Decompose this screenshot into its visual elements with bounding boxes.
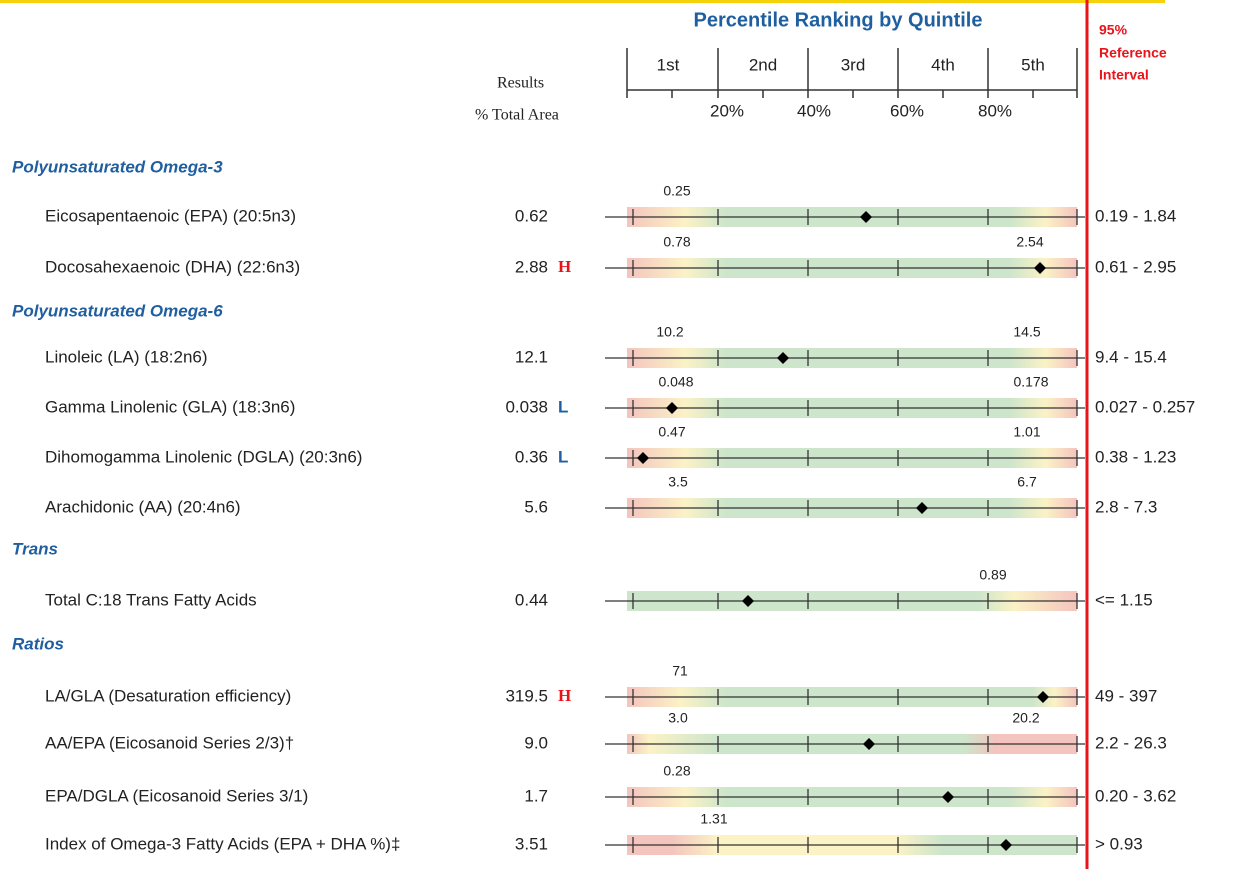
cutoff-label: 0.28 xyxy=(663,763,690,779)
quintile-label: 3rd xyxy=(841,55,866,74)
cutoff-label: 3.5 xyxy=(668,474,688,490)
result-marker xyxy=(1037,691,1049,703)
cutoff-label: 10.2 xyxy=(656,324,683,340)
result: 1.7 xyxy=(524,786,548,805)
result: 0.038 xyxy=(505,397,548,416)
reference-interval: 0.20 - 3.62 xyxy=(1095,786,1176,805)
analyte-name: Index of Omega-3 Fatty Acids (EPA + DHA … xyxy=(45,834,400,853)
reference-interval: <= 1.15 xyxy=(1095,590,1153,609)
reference-interval: 2.8 - 7.3 xyxy=(1095,497,1157,516)
percentile-label: 20% xyxy=(710,101,744,120)
analyte-name: Eicosapentaenoic (EPA) (20:5n3) xyxy=(45,206,296,225)
reference-interval: 49 - 397 xyxy=(1095,686,1157,705)
result: 9.0 xyxy=(524,733,548,752)
reference-interval: 0.38 - 1.23 xyxy=(1095,447,1176,466)
result: 2.88 xyxy=(515,257,548,276)
cutoff-label: 0.47 xyxy=(658,424,685,440)
analyte-name: LA/GLA (Desaturation efficiency) xyxy=(45,686,291,705)
cutoff-label: 6.7 xyxy=(1017,474,1037,490)
percentile-label: 80% xyxy=(978,101,1012,120)
reference-label: Reference xyxy=(1099,45,1167,61)
cutoff-label: 0.25 xyxy=(663,183,690,199)
reference-interval: 0.19 - 1.84 xyxy=(1095,206,1176,225)
section-title: Polyunsaturated Omega-6 xyxy=(12,301,223,320)
analyte-name: Linoleic (LA) (18:2n6) xyxy=(45,347,208,366)
result: 0.36 xyxy=(515,447,548,466)
quintile-label: 1st xyxy=(657,55,680,74)
reference-interval: 9.4 - 15.4 xyxy=(1095,347,1167,366)
result-marker xyxy=(777,352,789,364)
result: 0.62 xyxy=(515,206,548,225)
reference-interval: 2.2 - 26.3 xyxy=(1095,733,1167,752)
analyte-name: Arachidonic (AA) (20:4n6) xyxy=(45,497,241,516)
result: 3.51 xyxy=(515,834,548,853)
result-marker xyxy=(1000,839,1012,851)
quintile-label: 4th xyxy=(931,55,955,74)
cutoff-label: 1.01 xyxy=(1013,424,1040,440)
analyte-name: AA/EPA (Eicosanoid Series 2/3)† xyxy=(45,733,294,752)
units-label: % Total Area xyxy=(475,107,559,124)
percentile-label: 60% xyxy=(890,101,924,120)
cutoff-label: 0.048 xyxy=(658,374,693,390)
section-title: Trans xyxy=(12,539,58,558)
section-title: Ratios xyxy=(12,634,64,653)
analyte-name: Total C:18 Trans Fatty Acids xyxy=(45,590,257,609)
reference-interval: > 0.93 xyxy=(1095,834,1143,853)
flag: H xyxy=(558,686,571,705)
result-marker xyxy=(637,452,649,464)
result-marker xyxy=(942,791,954,803)
flag: L xyxy=(558,397,568,416)
flag: L xyxy=(558,447,568,466)
result: 12.1 xyxy=(515,347,548,366)
result-marker xyxy=(860,211,872,223)
analyte-name: Docosahexaenoic (DHA) (22:6n3) xyxy=(45,257,300,276)
reference-label: Interval xyxy=(1099,67,1149,83)
quintile-scale xyxy=(626,48,1078,98)
result: 0.44 xyxy=(515,590,548,609)
section-title: Polyunsaturated Omega-3 xyxy=(12,157,223,176)
reference-interval: 0.027 - 0.257 xyxy=(1095,397,1195,416)
quintile-label: 5th xyxy=(1021,55,1045,74)
cutoff-label: 0.178 xyxy=(1013,374,1048,390)
reference-label: 95% xyxy=(1099,22,1128,38)
percentile-label: 40% xyxy=(797,101,831,120)
flag: H xyxy=(558,257,571,276)
cutoff-label: 0.89 xyxy=(979,567,1006,583)
result-marker xyxy=(666,402,678,414)
result-marker xyxy=(863,738,875,750)
result-marker xyxy=(742,595,754,607)
cutoff-label: 0.78 xyxy=(663,234,690,250)
title: Percentile Ranking by Quintile xyxy=(694,9,983,31)
analyte-name: EPA/DGLA (Eicosanoid Series 3/1) xyxy=(45,786,308,805)
cutoff-label: 14.5 xyxy=(1013,324,1040,340)
result: 5.6 xyxy=(524,497,548,516)
reference-interval: 0.61 - 2.95 xyxy=(1095,257,1176,276)
cutoff-label: 3.0 xyxy=(668,710,688,726)
quintile-label: 2nd xyxy=(749,55,777,74)
result-marker xyxy=(916,502,928,514)
cutoff-label: 71 xyxy=(672,663,688,679)
analyte-name: Gamma Linolenic (GLA) (18:3n6) xyxy=(45,397,295,416)
results-label: Results xyxy=(497,75,544,92)
cutoff-label: 1.31 xyxy=(700,811,727,827)
cutoff-label: 20.2 xyxy=(1012,710,1039,726)
cutoff-label: 2.54 xyxy=(1016,234,1043,250)
result-marker xyxy=(1034,262,1046,274)
top-rule xyxy=(0,0,1165,3)
analyte-name: Dihomogamma Linolenic (DGLA) (20:3n6) xyxy=(45,447,362,466)
result: 319.5 xyxy=(505,686,548,705)
